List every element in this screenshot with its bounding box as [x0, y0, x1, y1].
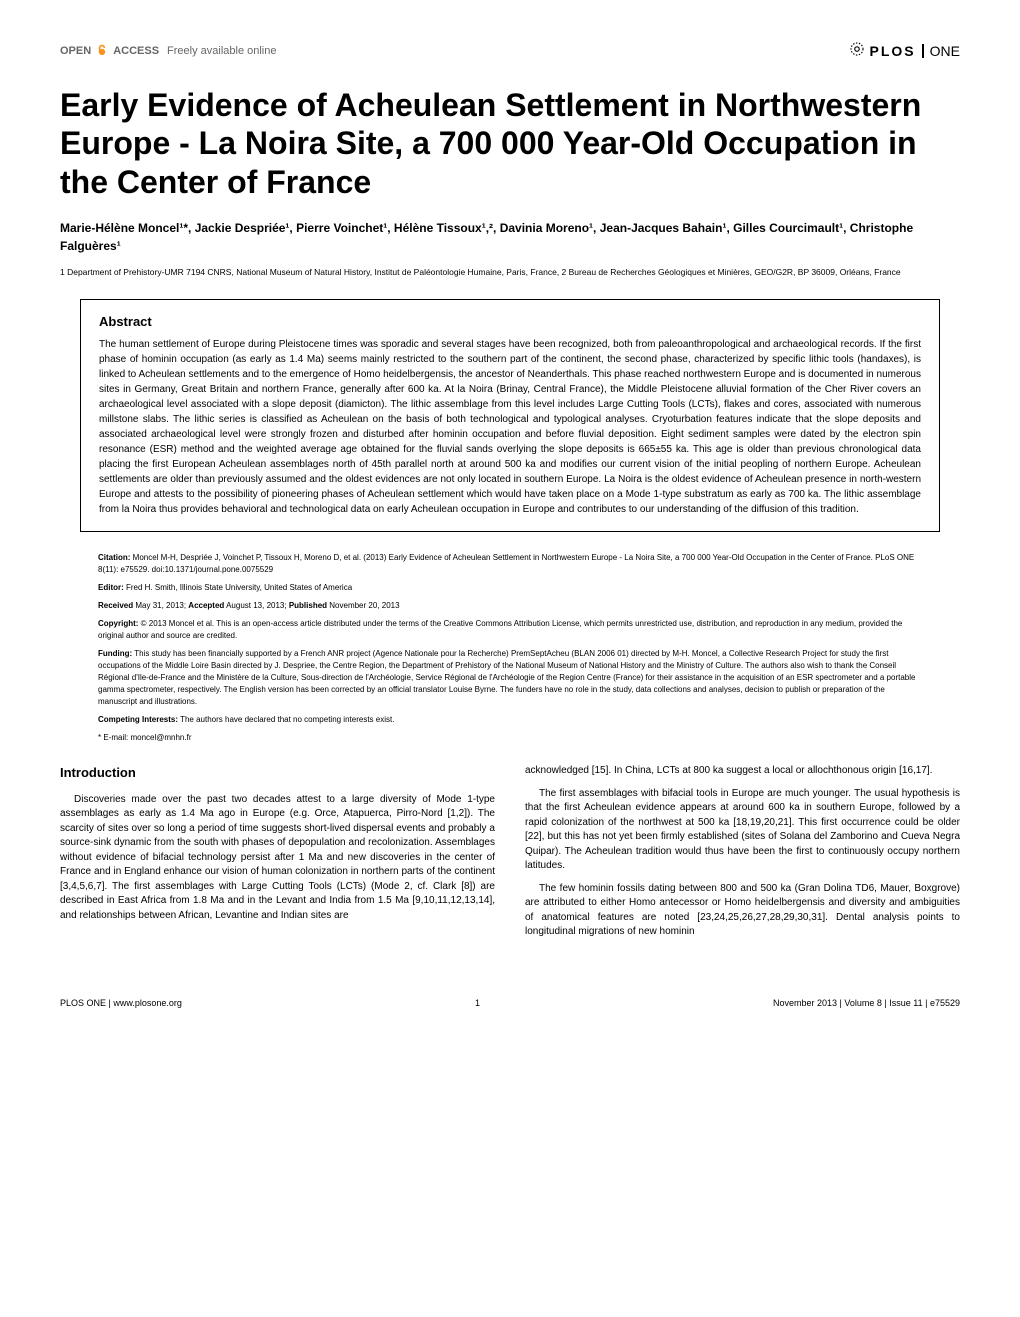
citation-text: Moncel M-H, Despriée J, Voinchet P, Tiss… [98, 553, 914, 574]
col2-paragraph-2: The first assemblages with bifacial tool… [525, 787, 960, 874]
metadata-box: Citation: Moncel M-H, Despriée J, Voinch… [80, 552, 940, 744]
abstract-text: The human settlement of Europe during Pl… [99, 337, 921, 517]
open-access-badge: OPEN ACCESS Freely available online [60, 42, 276, 59]
competing-label: Competing Interests: [98, 715, 178, 724]
column-left: Introduction Discoveries made over the p… [60, 764, 495, 948]
competing-text: The authors have declared that no compet… [178, 715, 394, 724]
footer-row: PLOS ONE | www.plosone.org 1 November 20… [60, 988, 960, 1008]
footer-page-number: 1 [475, 998, 480, 1008]
email-label: * E-mail: [98, 733, 128, 742]
open-label: OPEN [60, 45, 91, 57]
intro-paragraph-1: Discoveries made over the past two decad… [60, 793, 495, 924]
copyright-label: Copyright: [98, 619, 138, 628]
plos-circle-icon [848, 40, 866, 61]
header-row: OPEN ACCESS Freely available online PLOS… [60, 40, 960, 61]
col2-paragraph-3: The few hominin fossils dating between 8… [525, 882, 960, 940]
affiliations: 1 Department of Prehistory-UMR 7194 CNRS… [60, 267, 960, 279]
citation-label: Citation: [98, 553, 130, 562]
competing-line: Competing Interests: The authors have de… [98, 714, 922, 726]
plos-text: PLOS [870, 43, 916, 59]
published-label: Published [289, 601, 327, 610]
footer-right: November 2013 | Volume 8 | Issue 11 | e7… [773, 998, 960, 1008]
editor-text: Fred H. Smith, Illinois State University… [124, 583, 352, 592]
logo-divider [922, 44, 924, 58]
abstract-heading: Abstract [99, 314, 921, 329]
citation-line: Citation: Moncel M-H, Despriée J, Voinch… [98, 552, 922, 576]
copyright-line: Copyright: © 2013 Moncel et al. This is … [98, 618, 922, 642]
col2-paragraph-1: acknowledged [15]. In China, LCTs at 800… [525, 764, 960, 779]
dates-line: Received May 31, 2013; Accepted August 1… [98, 600, 922, 612]
article-title: Early Evidence of Acheulean Settlement i… [60, 86, 960, 201]
authors-line: Marie-Hélène Moncel¹*, Jackie Despriée¹,… [60, 219, 960, 255]
email-line: * E-mail: moncel@mnhn.fr [98, 732, 922, 744]
footer-left: PLOS ONE | www.plosone.org [60, 998, 182, 1008]
received-label: Received [98, 601, 133, 610]
editor-label: Editor: [98, 583, 124, 592]
abstract-box: Abstract The human settlement of Europe … [80, 299, 940, 532]
funding-line: Funding: This study has been financially… [98, 648, 922, 708]
introduction-heading: Introduction [60, 764, 495, 783]
content-columns: Introduction Discoveries made over the p… [60, 764, 960, 948]
column-right: acknowledged [15]. In China, LCTs at 800… [525, 764, 960, 948]
email-text: moncel@mnhn.fr [128, 733, 191, 742]
received-date: May 31, 2013; [133, 601, 188, 610]
access-label: ACCESS [113, 45, 159, 57]
journal-logo: PLOS ONE [848, 40, 960, 61]
one-text: ONE [930, 43, 960, 59]
funding-label: Funding: [98, 649, 132, 658]
open-access-icon [95, 42, 109, 59]
accepted-date: August 13, 2013; [224, 601, 289, 610]
accepted-label: Accepted [188, 601, 224, 610]
editor-line: Editor: Fred H. Smith, Illinois State Un… [98, 582, 922, 594]
copyright-text: © 2013 Moncel et al. This is an open-acc… [98, 619, 902, 640]
freely-available-label: Freely available online [167, 45, 276, 57]
published-date: November 20, 2013 [327, 601, 400, 610]
funding-text: This study has been financially supporte… [98, 649, 915, 706]
